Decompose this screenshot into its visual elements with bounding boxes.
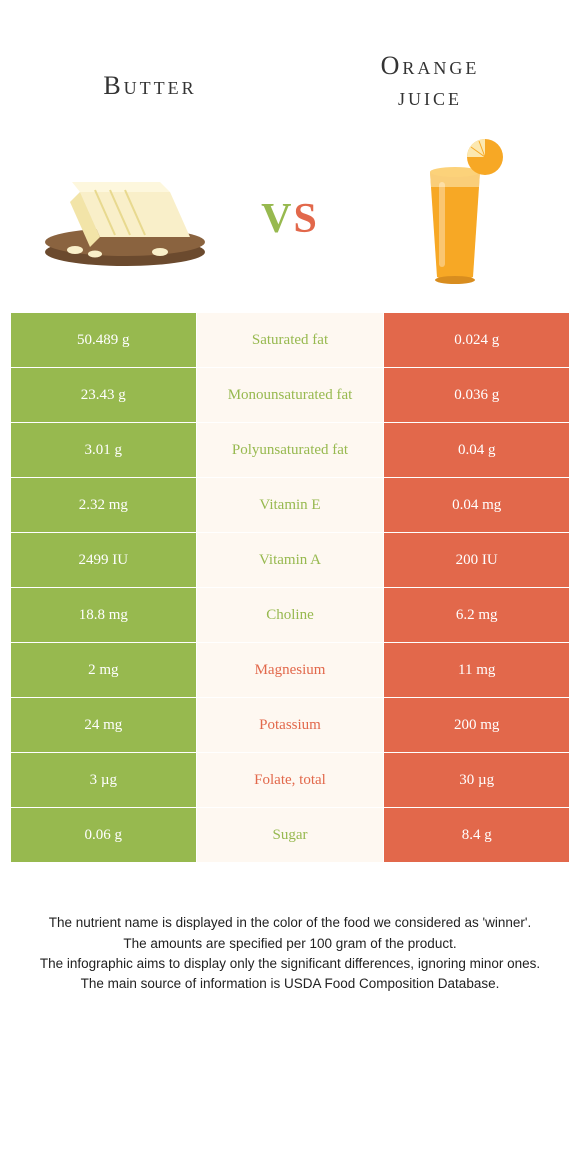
nutrient-row: 50.489 gSaturated fat0.024 g (11, 313, 570, 368)
nutrient-label: Vitamin A (196, 533, 384, 588)
nutrient-row: 24 mgPotassium200 mg (11, 698, 570, 753)
value-orange-juice: 0.024 g (384, 313, 570, 368)
nutrient-label: Choline (196, 588, 384, 643)
orange-juice-image (370, 142, 540, 282)
butter-icon (40, 152, 210, 272)
value-orange-juice: 6.2 mg (384, 588, 570, 643)
nutrient-label: Folate, total (196, 753, 384, 808)
footer-line3: The infographic aims to display only the… (30, 954, 550, 974)
footer-line4: The main source of information is USDA F… (30, 974, 550, 994)
nutrient-row: 3.01 gPolyunsaturated fat0.04 g (11, 423, 570, 478)
vs-label: vs (261, 178, 319, 247)
value-butter: 3.01 g (11, 423, 197, 478)
header: Butter Orange juice (0, 0, 580, 132)
value-orange-juice: 0.04 g (384, 423, 570, 478)
nutrient-label: Sugar (196, 808, 384, 863)
nutrient-row: 3 µgFolate, total30 µg (11, 753, 570, 808)
nutrient-row: 2 mgMagnesium11 mg (11, 643, 570, 698)
value-butter: 2.32 mg (11, 478, 197, 533)
value-butter: 2499 IU (11, 533, 197, 588)
orange-juice-icon (395, 137, 515, 287)
value-orange-juice: 0.04 mg (384, 478, 570, 533)
value-butter: 18.8 mg (11, 588, 197, 643)
value-orange-juice: 8.4 g (384, 808, 570, 863)
vs-s: s (293, 179, 318, 245)
nutrient-label: Saturated fat (196, 313, 384, 368)
value-butter: 50.489 g (11, 313, 197, 368)
title-oj-line2: juice (398, 82, 462, 111)
nutrient-label: Magnesium (196, 643, 384, 698)
nutrient-label: Polyunsaturated fat (196, 423, 384, 478)
title-oj-line1: Orange (381, 51, 480, 80)
nutrient-label: Monounsaturated fat (196, 368, 384, 423)
vs-v: v (261, 179, 293, 245)
title-butter: Butter (50, 50, 250, 101)
value-butter: 3 µg (11, 753, 197, 808)
title-orange-juice: Orange juice (330, 50, 530, 112)
footer-notes: The nutrient name is displayed in the co… (0, 863, 580, 994)
images-row: vs (0, 132, 580, 312)
value-butter: 2 mg (11, 643, 197, 698)
nutrient-table: 50.489 gSaturated fat0.024 g23.43 gMonou… (10, 312, 570, 863)
butter-image (40, 142, 210, 282)
nutrient-row: 2499 IUVitamin A200 IU (11, 533, 570, 588)
value-butter: 0.06 g (11, 808, 197, 863)
value-orange-juice: 0.036 g (384, 368, 570, 423)
nutrient-row: 18.8 mgCholine6.2 mg (11, 588, 570, 643)
value-orange-juice: 11 mg (384, 643, 570, 698)
value-orange-juice: 30 µg (384, 753, 570, 808)
value-orange-juice: 200 IU (384, 533, 570, 588)
footer-line1: The nutrient name is displayed in the co… (30, 913, 550, 933)
value-butter: 23.43 g (11, 368, 197, 423)
nutrient-row: 2.32 mgVitamin E0.04 mg (11, 478, 570, 533)
nutrient-label: Vitamin E (196, 478, 384, 533)
footer-line2: The amounts are specified per 100 gram o… (30, 934, 550, 954)
value-orange-juice: 200 mg (384, 698, 570, 753)
nutrient-row: 23.43 gMonounsaturated fat0.036 g (11, 368, 570, 423)
nutrient-label: Potassium (196, 698, 384, 753)
nutrient-row: 0.06 gSugar8.4 g (11, 808, 570, 863)
value-butter: 24 mg (11, 698, 197, 753)
